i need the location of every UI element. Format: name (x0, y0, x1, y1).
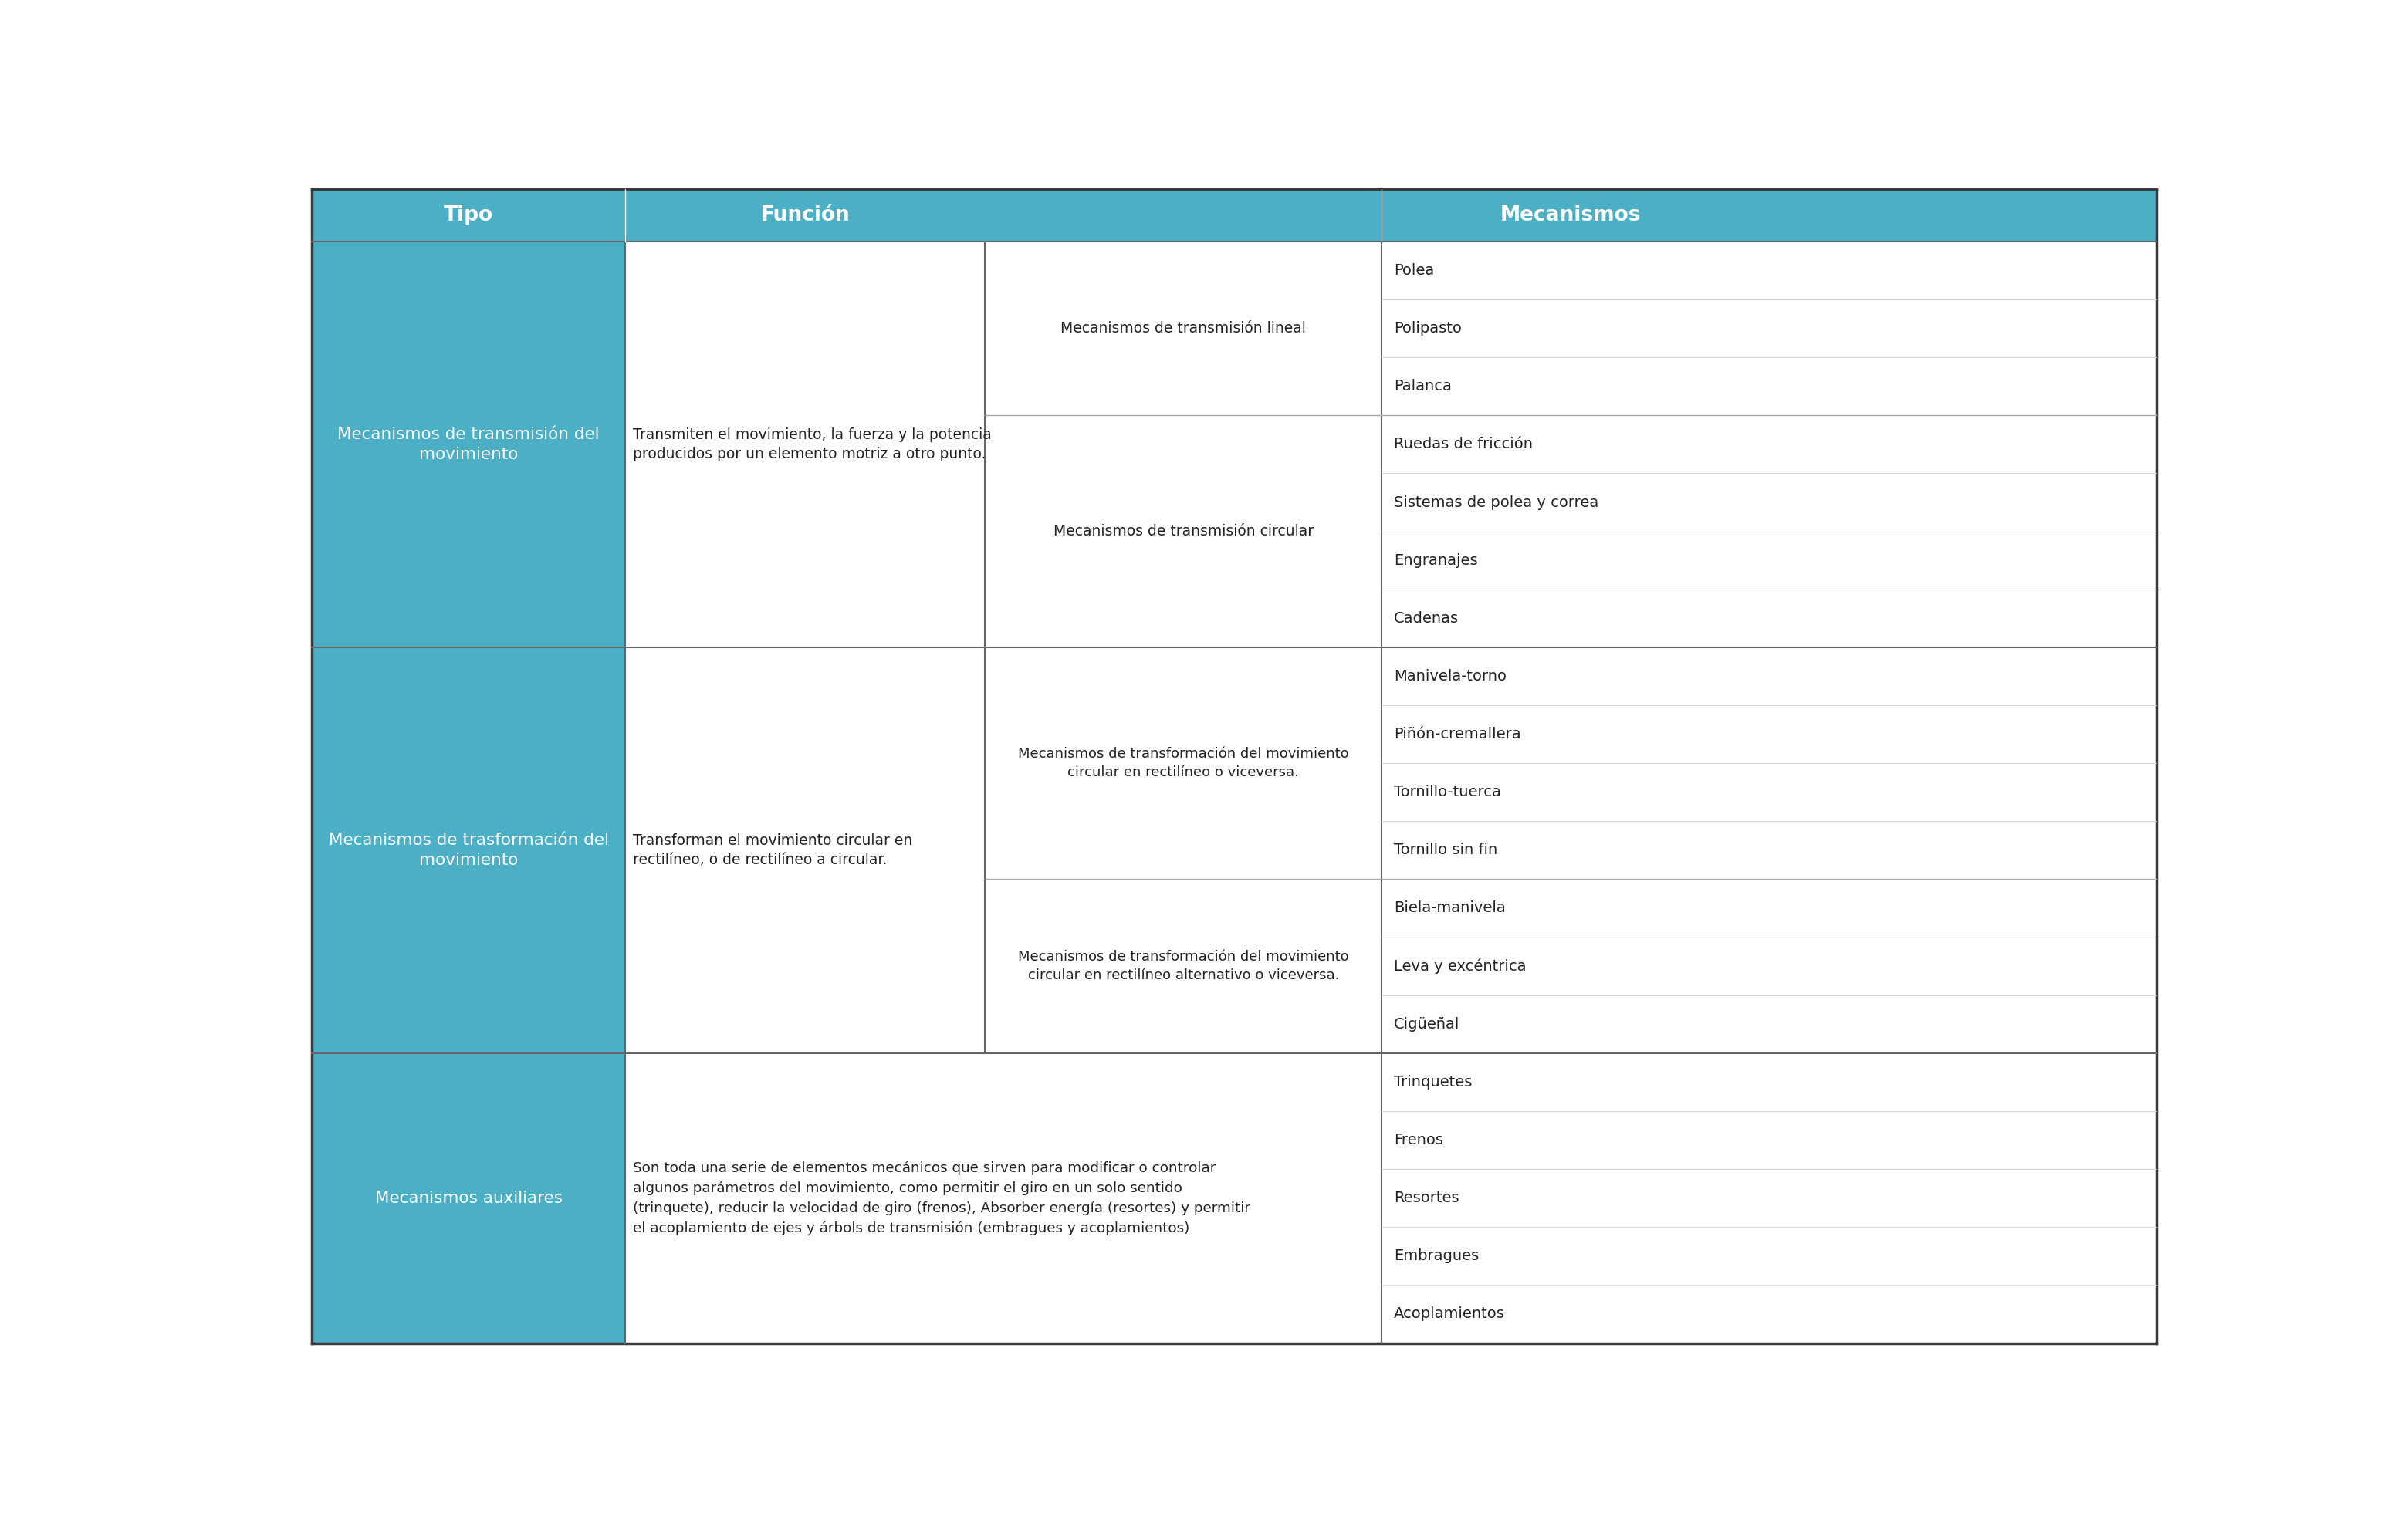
Text: Mecanismos de transformación del movimiento
circular en rectilíneo o viceversa.: Mecanismos de transformación del movimie… (1019, 748, 1348, 780)
Bar (311, 190, 2158, 241)
Text: Polipasto: Polipasto (1394, 322, 1462, 335)
Text: Trinquetes: Trinquetes (1394, 1074, 1471, 1089)
Text: Tipo: Tipo (443, 205, 494, 226)
Text: Tornillo sin fin: Tornillo sin fin (1394, 843, 1498, 857)
Bar (311, 241, 626, 648)
Text: Piñón-cremallera: Piñón-cremallera (1394, 727, 1522, 742)
Bar (311, 1053, 626, 1343)
Text: Leva y excéntrica: Leva y excéntrica (1394, 959, 1527, 974)
Bar (311, 648, 626, 1053)
Text: Mecanismos auxiliares: Mecanismos auxiliares (376, 1191, 563, 1206)
Text: Polea: Polea (1394, 262, 1433, 278)
Text: Transforman el movimiento circular en
rectilíneo, o de rectilíneo a circular.: Transforman el movimiento circular en re… (633, 833, 913, 868)
Text: Mecanismos de transmisión del
movimiento: Mecanismos de transmisión del movimiento (337, 426, 600, 463)
Text: Frenos: Frenos (1394, 1133, 1442, 1147)
Text: Manivela-torno: Manivela-torno (1394, 669, 1507, 684)
Text: Mecanismos: Mecanismos (1500, 205, 1642, 226)
Text: Ruedas de fricción: Ruedas de fricción (1394, 437, 1531, 452)
Text: Tornillo-tuerca: Tornillo-tuerca (1394, 784, 1500, 799)
Text: Acoplamientos: Acoplamientos (1394, 1306, 1505, 1321)
Text: Son toda una serie de elementos mecánicos que sirven para modificar o controlar
: Son toda una serie de elementos mecánico… (633, 1161, 1250, 1235)
Text: Engranajes: Engranajes (1394, 554, 1479, 567)
Text: Mecanismos de transformación del movimiento
circular en rectilíneo alternativo o: Mecanismos de transformación del movimie… (1019, 950, 1348, 981)
Text: Sistemas de polea y correa: Sistemas de polea y correa (1394, 495, 1599, 510)
Text: Mecanismos de transmisión lineal: Mecanismos de transmisión lineal (1060, 322, 1305, 335)
Text: Cadenas: Cadenas (1394, 611, 1459, 625)
Text: Palanca: Palanca (1394, 379, 1452, 394)
Text: Transmiten el movimiento, la fuerza y la potencia
producidos por un elemento mot: Transmiten el movimiento, la fuerza y la… (633, 428, 992, 461)
Text: Mecanismos de transmisión circular: Mecanismos de transmisión circular (1052, 523, 1312, 539)
Text: Resortes: Resortes (1394, 1191, 1459, 1206)
Text: Mecanismos de trasformación del
movimiento: Mecanismos de trasformación del movimien… (327, 833, 609, 868)
Text: Biela-manivela: Biela-manivela (1394, 901, 1505, 916)
Text: Función: Función (761, 205, 850, 226)
Text: Cigüeñal: Cigüeñal (1394, 1016, 1459, 1032)
Text: Embragues: Embragues (1394, 1248, 1479, 1264)
